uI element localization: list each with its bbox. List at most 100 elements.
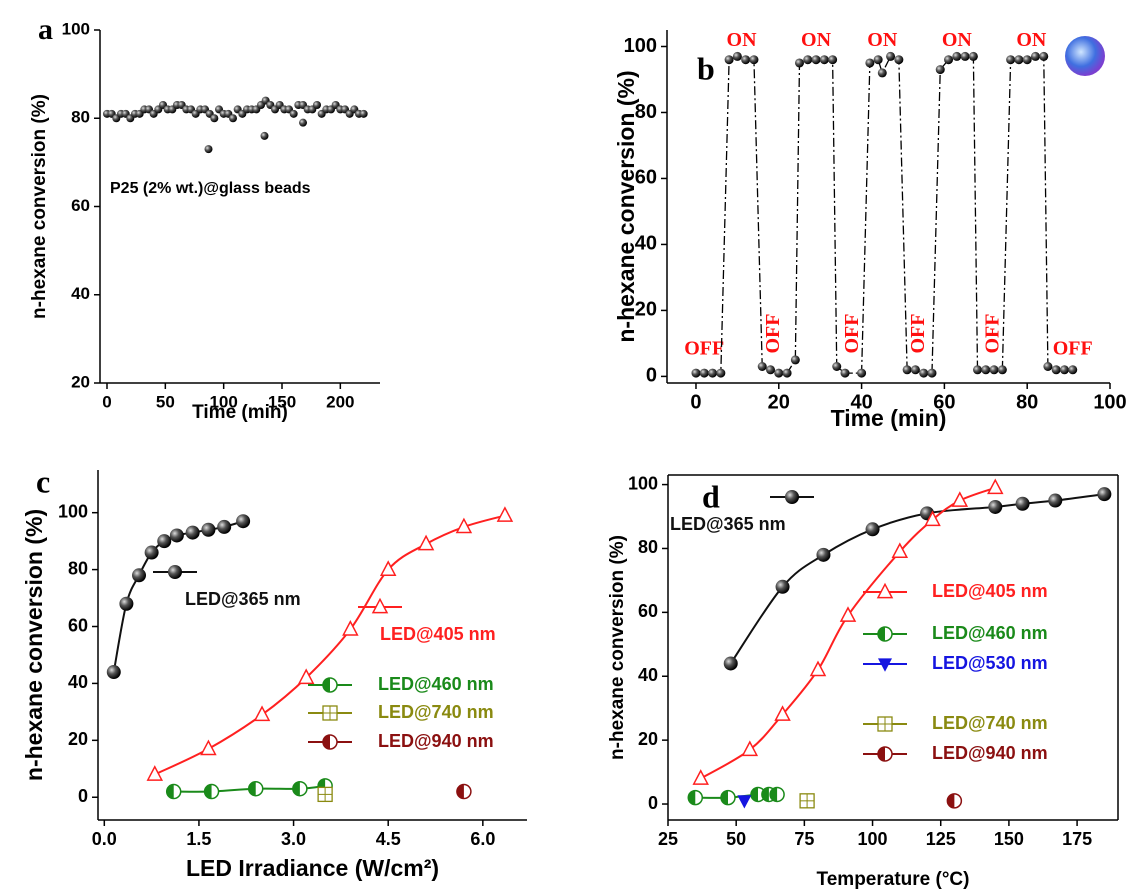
triangle [297, 668, 315, 685]
sphere [260, 131, 269, 140]
marker [876, 582, 894, 599]
marker [455, 517, 473, 534]
sphere [741, 55, 751, 65]
marker [910, 365, 920, 375]
marker [417, 534, 435, 551]
sphere [952, 51, 962, 61]
marker [782, 368, 792, 378]
sphere [803, 55, 813, 65]
sphere [699, 368, 709, 378]
triangle [253, 705, 271, 722]
sphere [313, 101, 321, 110]
marker [803, 55, 813, 65]
marker [379, 560, 397, 576]
triangle [987, 478, 1004, 495]
sphere [968, 51, 978, 61]
sphere [832, 362, 842, 372]
sphere [819, 55, 829, 65]
marker [1059, 365, 1069, 375]
marker [723, 656, 738, 671]
legend-label: LED@405 nm [380, 624, 496, 644]
sphere [857, 368, 867, 378]
marker [169, 528, 184, 543]
marker [902, 365, 912, 375]
x-axis-title: LED Irradiance (W/cm²) [186, 855, 439, 881]
annotation: ON [727, 29, 758, 51]
marker [132, 568, 147, 583]
legend-label: LED@405 nm [932, 581, 1048, 601]
x-tick-label: 6.0 [470, 829, 495, 849]
sphere [997, 365, 1007, 375]
marker [1068, 365, 1078, 375]
x-tick-label: 100 [209, 392, 237, 411]
half-fill [166, 784, 174, 799]
sphere [1043, 362, 1053, 372]
legend-label: LED@530 nm [932, 653, 1048, 673]
sphere [1022, 55, 1032, 65]
legend-label: LED@740 nm [932, 713, 1048, 733]
y-axis-title: n-hexane conversion (%) [607, 535, 628, 760]
half-fill [751, 787, 758, 802]
annotation: OFF [684, 338, 724, 360]
marker [716, 368, 726, 378]
half-fill [878, 747, 885, 761]
annotation: P25 (2% wt.)@glass beads [110, 180, 311, 197]
triangle [951, 491, 969, 507]
marker [496, 506, 514, 522]
x-tick-label: 3.0 [281, 829, 306, 849]
marker [146, 765, 164, 781]
marker [322, 705, 338, 721]
half-fill [688, 790, 696, 805]
marker [200, 739, 217, 756]
y-tick-label: 100 [628, 473, 658, 493]
panel-label: d [702, 478, 720, 514]
sphere [811, 55, 821, 65]
sphere [119, 596, 134, 611]
marker [1015, 496, 1030, 511]
y-tick-label: 100 [624, 35, 657, 57]
x-tick-label: 200 [326, 392, 354, 411]
annotation: ON [1016, 29, 1047, 51]
sphere [865, 522, 880, 537]
sphere [1068, 365, 1078, 375]
marker [1022, 55, 1032, 65]
marker [1043, 362, 1053, 372]
marker [1039, 51, 1049, 61]
sphere [794, 58, 804, 68]
y-tick-label: 60 [68, 615, 88, 635]
x-tick-label: 0 [102, 392, 111, 411]
marker [741, 55, 751, 65]
sphere [1015, 496, 1030, 511]
sphere [902, 365, 912, 375]
marker [794, 58, 804, 68]
legend-label: LED@940 nm [378, 731, 494, 751]
marker [687, 789, 704, 806]
marker [775, 579, 790, 594]
marker [247, 780, 264, 797]
legend-label: LED@365 nm [670, 514, 786, 534]
marker [210, 114, 219, 123]
marker [253, 705, 271, 722]
marker [185, 525, 200, 540]
y-tick-label: 100 [62, 19, 90, 38]
y-tick-label: 20 [68, 729, 88, 749]
triangle [455, 517, 473, 534]
marker [157, 534, 172, 549]
half-fill [292, 781, 300, 796]
marker [981, 365, 991, 375]
marker [919, 368, 929, 378]
triangle [371, 597, 389, 614]
sphere [724, 55, 734, 65]
triangle [342, 620, 359, 636]
sphere [910, 365, 920, 375]
half-fill [721, 790, 728, 805]
sphere [828, 55, 838, 65]
sphere [723, 656, 738, 671]
sphere [944, 55, 954, 65]
marker [371, 597, 389, 614]
triangle [379, 560, 397, 576]
marker [828, 55, 838, 65]
sphere [981, 365, 991, 375]
triangle [741, 740, 759, 757]
triangle [692, 769, 709, 785]
